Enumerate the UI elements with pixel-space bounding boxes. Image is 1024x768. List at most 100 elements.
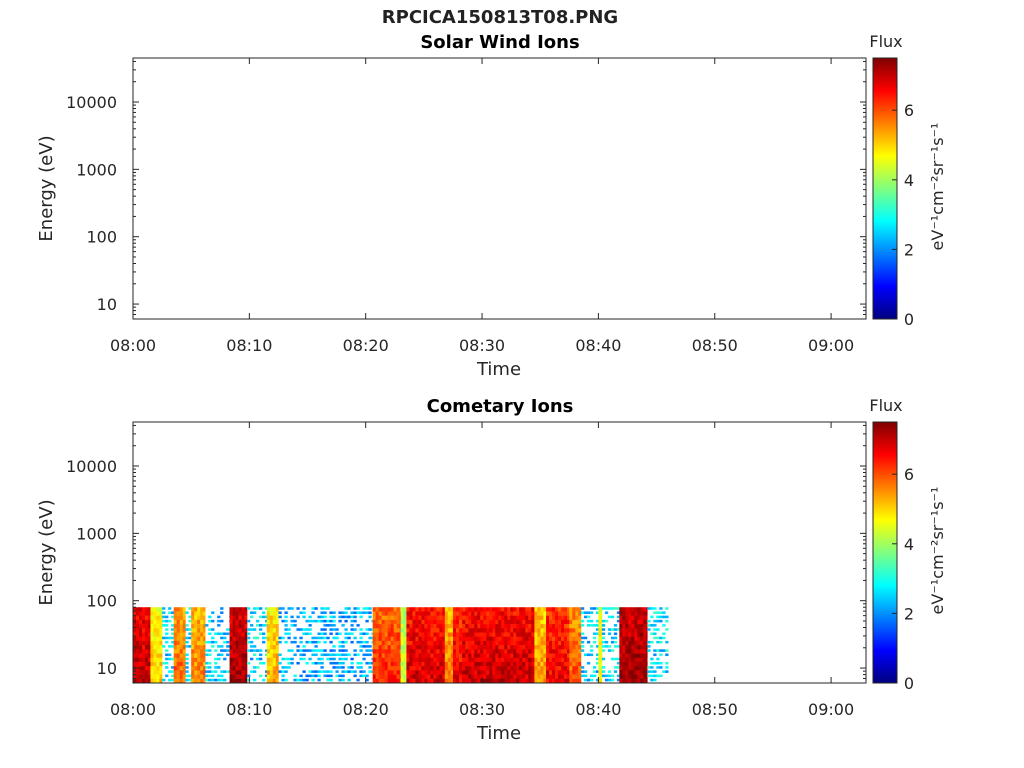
flux-cell (241, 611, 245, 616)
flux-cell (640, 661, 644, 667)
flux-cell (637, 611, 641, 616)
flux-cell (455, 649, 460, 654)
flux-cell (458, 657, 463, 663)
flux-cell (483, 666, 487, 671)
flux-cell (486, 628, 490, 633)
flux-cell (477, 649, 481, 654)
flux-cell (148, 674, 151, 680)
flux-cell (561, 615, 565, 621)
flux-cell (182, 619, 186, 625)
flux-cell (598, 666, 602, 671)
flux-cell (634, 645, 638, 650)
colorbar-title: Flux (869, 396, 902, 415)
flux-cell (637, 619, 641, 625)
flux-cell (229, 632, 233, 637)
flux-cell (613, 645, 618, 648)
flux-cell (356, 640, 360, 644)
flux-cell (625, 619, 629, 625)
flux-cell (528, 674, 532, 680)
flux-cell (384, 653, 388, 659)
flux-cell (168, 653, 172, 657)
flux-cell (381, 670, 385, 675)
flux-cell (332, 615, 336, 619)
flux-cell (159, 624, 163, 629)
flux-cell (640, 636, 644, 642)
flux-cell (504, 661, 508, 667)
flux-cell (637, 645, 641, 650)
flux-cell (447, 624, 452, 629)
flux-cell (480, 628, 484, 633)
flux-cell (272, 607, 277, 612)
panel-title: Solar Wind Ions (420, 32, 579, 53)
flux-cell (540, 615, 544, 621)
flux-cell (634, 674, 638, 680)
flux-cell (489, 632, 493, 637)
flux-cell (205, 640, 209, 644)
flux-cell (338, 632, 342, 636)
flux-cell (272, 666, 277, 671)
flux-cell (368, 607, 372, 610)
flux-cell (483, 649, 487, 654)
flux-cell (265, 636, 268, 640)
flux-cell (299, 611, 303, 614)
flux-cell (480, 615, 484, 621)
flux-cell (540, 632, 544, 637)
flux-cell (510, 636, 514, 642)
flux-cell (471, 666, 475, 671)
flux-cell (314, 640, 318, 644)
flux-cell (372, 661, 376, 667)
flux-cell (640, 649, 644, 654)
flux-cell (436, 632, 440, 637)
flux-cell (625, 674, 629, 680)
flux-cell (504, 653, 508, 659)
flux-cell (501, 632, 505, 637)
flux-cell (534, 645, 538, 650)
flux-cell (424, 607, 428, 612)
flux-cell (643, 678, 647, 684)
flux-cell (458, 640, 463, 646)
flux-cell (578, 624, 582, 629)
flux-cell (444, 674, 449, 680)
flux-cell (399, 670, 401, 675)
flux-cell (622, 628, 626, 633)
flux-cell (516, 666, 520, 671)
flux-cell (561, 657, 565, 663)
flux-cell (495, 607, 499, 612)
flux-cell (390, 619, 394, 625)
flux-cell (314, 653, 318, 657)
flux-cell (165, 615, 169, 619)
flux-cell (338, 674, 342, 678)
flux-cell (504, 649, 508, 654)
flux-cell (179, 649, 184, 654)
flux-cell (308, 624, 312, 627)
flux-cell (399, 661, 401, 667)
flux-cell (350, 624, 354, 627)
flux-cell (156, 611, 160, 616)
flux-cell (278, 670, 282, 673)
flux-cell (534, 636, 538, 642)
flux-cell (480, 607, 484, 612)
flux-cell (159, 678, 163, 684)
figure-title: RPCICA150813T08.PNG (381, 7, 619, 28)
flux-cell (622, 619, 626, 625)
flux-cell (543, 653, 547, 659)
flux-cell (176, 666, 181, 671)
flux-cell (498, 674, 502, 680)
flux-cell (217, 653, 221, 657)
flux-cell (442, 653, 446, 659)
flux-cell (284, 670, 288, 673)
flux-cell (356, 611, 360, 614)
flux-cell (558, 674, 562, 680)
flux-cell (214, 632, 218, 636)
flux-cell (403, 649, 407, 654)
flux-cell (259, 649, 263, 652)
flux-cell (643, 607, 647, 612)
flux-cell (489, 615, 493, 621)
flux-cell (173, 632, 178, 637)
flux-cell (555, 678, 559, 684)
flux-cell (176, 649, 181, 654)
flux-cell (265, 653, 268, 657)
flux-cell (601, 632, 606, 636)
flux-cell (211, 619, 215, 623)
flux-cell (203, 619, 206, 625)
